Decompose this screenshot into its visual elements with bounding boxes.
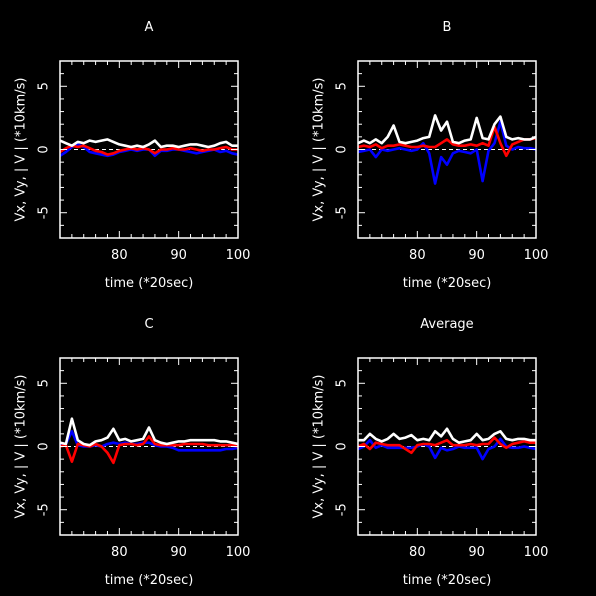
y-axis-label: Vx, Vy, | V | (*10km/s) xyxy=(14,78,29,222)
panel-title: A xyxy=(145,20,154,35)
panel-title: C xyxy=(144,317,153,332)
y-tick-label: 0 xyxy=(37,145,52,153)
x-tick-label: 90 xyxy=(468,248,485,263)
vy-line xyxy=(358,120,536,185)
x-tick-label: 100 xyxy=(524,248,549,263)
magnitude-line xyxy=(60,417,238,447)
y-tick-label: 5 xyxy=(37,82,52,90)
y-axis-label: Vx, Vy, | V | (*10km/s) xyxy=(14,375,29,519)
y-axis-label: Vx, Vy, | V | (*10km/s) xyxy=(312,375,327,519)
x-axis-label: time (*20sec) xyxy=(105,276,194,291)
x-tick-label: 80 xyxy=(111,248,128,263)
y-tick-label: 0 xyxy=(335,442,350,450)
magnitude-line xyxy=(358,427,536,445)
y-tick-label: -5 xyxy=(37,503,52,516)
panel-title: Average xyxy=(420,317,473,332)
panel-title: B xyxy=(443,20,452,35)
x-tick-label: 90 xyxy=(468,545,485,560)
chart-panel-3: C 80 90 100 -5 0 5 time (*20sec) Vx, Vy, | V | (… xyxy=(14,317,251,588)
y-tick-label: 0 xyxy=(335,145,350,153)
x-tick-label: 80 xyxy=(409,248,426,263)
y-tick-label: 5 xyxy=(335,379,350,387)
magnitude-line xyxy=(60,138,238,149)
chart-panel-1: A 80 90 100 -5 0 5 time (*20sec) Vx, Vy, | V | (… xyxy=(14,20,251,291)
x-tick-label: 80 xyxy=(409,545,426,560)
x-tick-label: 90 xyxy=(170,248,187,263)
x-axis-label: time (*20sec) xyxy=(403,573,492,588)
vx-line xyxy=(358,436,536,455)
chart-panel-4: Average 80 90 100 -5 0 5 time (*20sec) Vx, Vy, |… xyxy=(312,317,549,588)
vx-line xyxy=(60,144,238,156)
y-tick-label: -5 xyxy=(335,503,350,516)
y-tick-label: -5 xyxy=(335,206,350,219)
y-tick-label: 0 xyxy=(37,442,52,450)
x-tick-label: 80 xyxy=(111,545,128,560)
vx-line xyxy=(60,435,238,465)
chart-panel-2: B 80 90 100 -5 0 5 time (*20sec) Vx, Vy, | V | (… xyxy=(312,20,549,291)
x-tick-label: 100 xyxy=(226,545,251,560)
x-axis-label: time (*20sec) xyxy=(403,276,492,291)
y-axis-label: Vx, Vy, | V | (*10km/s) xyxy=(312,78,327,222)
y-tick-label: 5 xyxy=(37,379,52,387)
magnitude-line xyxy=(358,114,536,145)
y-tick-label: 5 xyxy=(335,82,350,90)
x-tick-label: 100 xyxy=(226,248,251,263)
y-tick-label: -5 xyxy=(37,206,52,219)
x-axis-label: time (*20sec) xyxy=(105,573,194,588)
x-tick-label: 100 xyxy=(524,545,549,560)
x-tick-label: 90 xyxy=(170,545,187,560)
vx-line xyxy=(358,125,536,158)
